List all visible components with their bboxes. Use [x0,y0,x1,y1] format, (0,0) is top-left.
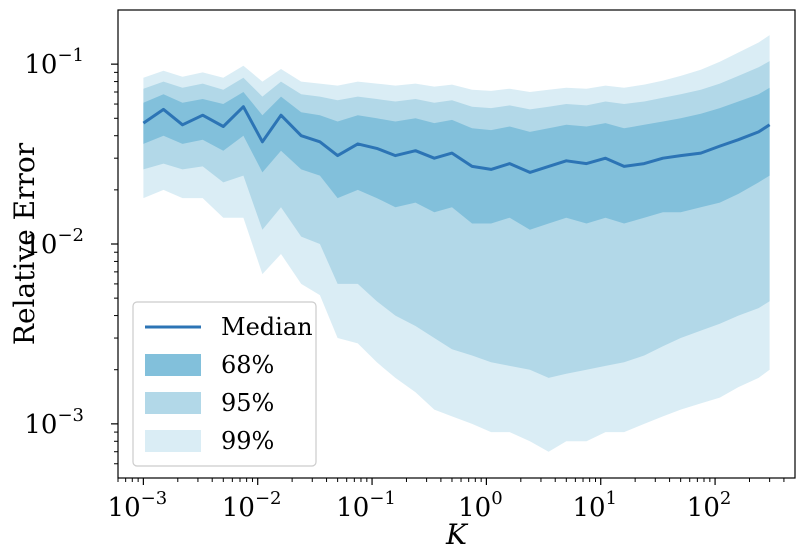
legend-swatch-68 [145,354,201,376]
confidence-bands [143,35,770,452]
x-tick-label: 10−1 [336,488,396,523]
band-68 [143,87,770,230]
legend-label: Median [221,313,313,341]
x-axis-ticks: 10−3 10−2 10−1 100 101 102 [108,478,785,523]
y-tick-label: 10−3 [24,405,84,440]
x-tick-label: 102 [687,488,732,523]
x-axis-title: K [445,518,469,550]
y-axis-title: Relative Error [8,142,41,345]
legend-swatch-99 [145,430,201,452]
legend-label: 95% [221,389,274,417]
legend-box [132,301,317,467]
legend-swatch-95 [145,392,201,414]
median-line-group [142,105,771,174]
x-tick-label: 10−2 [222,488,282,523]
median-line [142,105,771,174]
y-tick-label: 10−1 [24,45,84,80]
y-axis-ticks: 10−310−210−1 [24,45,118,465]
x-tick-label: 101 [572,488,617,523]
x-tick-label: 10−3 [108,488,168,523]
legend-label: 99% [221,427,274,455]
legend-label: 68% [221,351,274,379]
legend: Median 68% 95% 99% [132,301,317,467]
